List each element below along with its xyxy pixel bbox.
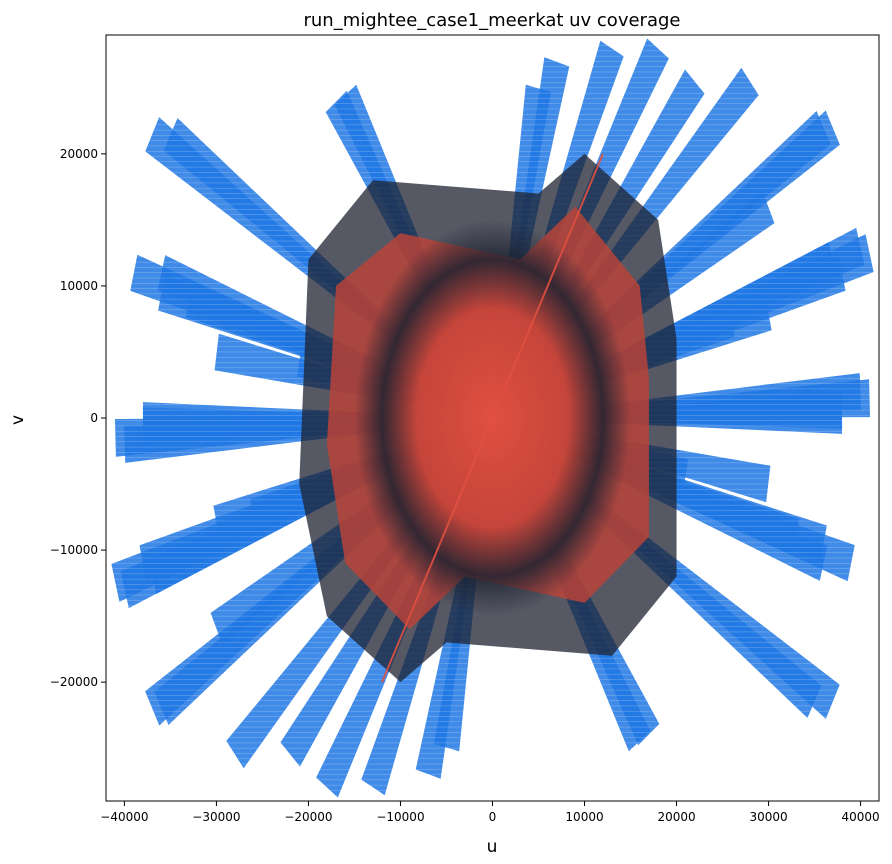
y-tick-label: 20000 — [60, 147, 98, 161]
x-tick-label: 0 — [489, 810, 497, 824]
x-tick-label: −40000 — [100, 810, 148, 824]
y-axis: −20000 −10000 0 10000 20000 — [50, 147, 106, 689]
x-tick-label: −30000 — [192, 810, 240, 824]
x-tick-label: −20000 — [284, 810, 332, 824]
y-tick-label: −20000 — [50, 675, 98, 689]
x-tick-label: 10000 — [565, 810, 603, 824]
y-tick-label: −10000 — [50, 543, 98, 557]
y-tick-label: 10000 — [60, 279, 98, 293]
y-axis-label: v — [8, 415, 28, 425]
plot-area — [106, 35, 879, 801]
x-axis-label: u — [487, 837, 498, 857]
chart-title: run_mightee_case1_meerkat uv coverage — [304, 10, 681, 31]
x-axis: −40000 −30000 −20000 −10000 0 10000 20000 30000… — [100, 801, 880, 824]
x-tick-label: 30000 — [749, 810, 787, 824]
y-tick-label: 0 — [90, 411, 98, 425]
diagonal-streak — [381, 153, 604, 683]
x-tick-label: 40000 — [842, 810, 880, 824]
x-tick-label: −10000 — [376, 810, 424, 824]
x-tick-label: 20000 — [657, 810, 695, 824]
